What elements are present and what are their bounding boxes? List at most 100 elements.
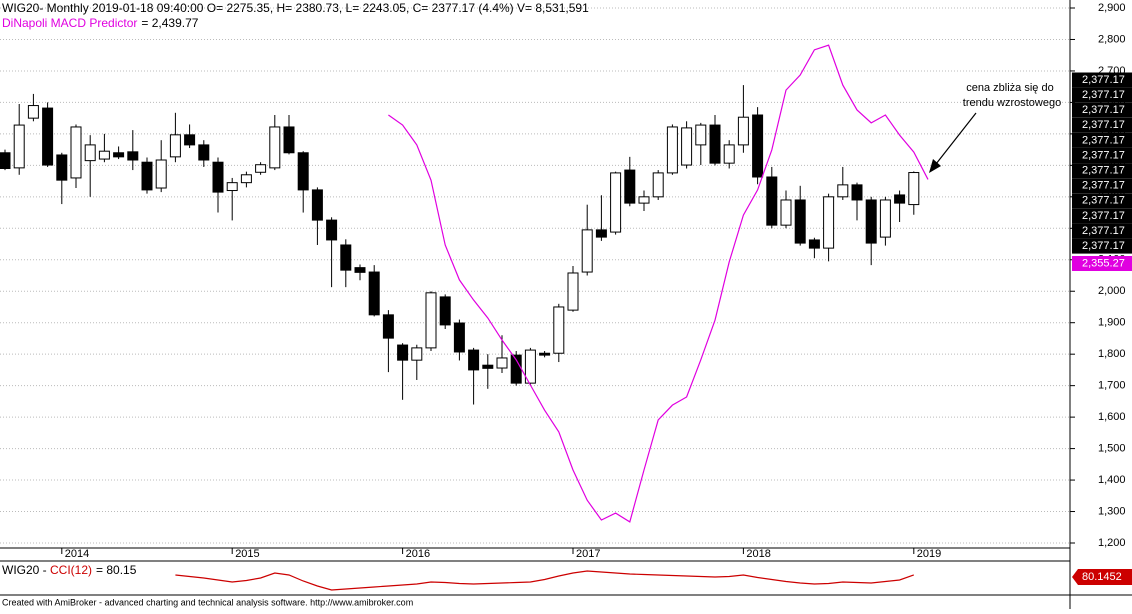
x-tick-label: 2014 xyxy=(65,548,89,560)
candle-body xyxy=(553,306,565,354)
price-label: 2,377.17 xyxy=(1082,210,1125,222)
candle-body xyxy=(581,229,593,273)
y-tick-label: 1,400 xyxy=(1098,474,1126,486)
candle-body xyxy=(113,152,125,158)
grid xyxy=(0,7,1075,544)
y-tick-label: 1,300 xyxy=(1098,505,1126,517)
candle-body xyxy=(382,314,394,339)
candle-body xyxy=(240,174,252,184)
candle-body xyxy=(894,194,906,204)
y-tick-label: 2,800 xyxy=(1098,33,1126,45)
candle-body xyxy=(709,124,721,164)
candle-body xyxy=(823,196,835,249)
candle-body xyxy=(638,196,650,204)
candle-body xyxy=(524,349,536,384)
candle-body xyxy=(453,322,465,353)
candle-body xyxy=(610,172,622,233)
candle-body xyxy=(354,267,366,273)
candle-body xyxy=(198,144,210,161)
price-label-box xyxy=(1072,163,1132,179)
candle-body xyxy=(539,352,551,356)
candle-body xyxy=(283,126,295,154)
candle-body xyxy=(837,184,849,198)
candle-body xyxy=(84,144,96,162)
price-label-box xyxy=(1072,238,1132,254)
candle-body xyxy=(652,172,664,198)
candle-body xyxy=(666,126,678,174)
candle-body xyxy=(752,114,764,178)
price-label: 2,377.17 xyxy=(1082,134,1125,146)
chart-title: WIG20- Monthly 2019-01-18 09:40:00 O= 22… xyxy=(2,1,589,15)
candle-body xyxy=(70,126,82,179)
price-label-box xyxy=(1072,87,1132,103)
candle-body xyxy=(212,161,224,193)
y-tick-label: 1,200 xyxy=(1098,537,1126,549)
cci-legend: WIG20 - CCI(12) = 80.15 xyxy=(2,563,137,577)
price-label-box xyxy=(1072,72,1132,88)
candle-body xyxy=(908,172,920,206)
price-label: 2,377.17 xyxy=(1082,180,1125,192)
predictor-label: 2,355.27 xyxy=(1082,257,1125,269)
candle-body xyxy=(468,349,480,371)
price-label: 2,377.17 xyxy=(1082,195,1125,207)
indicator-legend: DiNapoli MACD Predictor = 2,439.77 xyxy=(2,16,199,30)
candle-body xyxy=(184,134,196,146)
candle-body xyxy=(482,364,494,369)
price-label: 2,377.17 xyxy=(1082,119,1125,131)
price-label: 2,377.17 xyxy=(1082,74,1125,86)
x-tick-label: 2015 xyxy=(235,548,259,560)
candle-body xyxy=(737,116,749,146)
candle-body xyxy=(141,161,153,191)
marks xyxy=(0,44,929,591)
candle-body xyxy=(695,124,707,146)
x-tick-label: 2017 xyxy=(576,548,600,560)
footer: Created with AmiBroker - advanced charti… xyxy=(2,597,413,607)
price-label-box xyxy=(1072,223,1132,239)
cci-prefix: WIG20 - xyxy=(2,563,50,577)
candle-body xyxy=(624,169,636,204)
candle-body xyxy=(368,271,380,316)
cci-last-label: 80.1452 xyxy=(1082,571,1122,583)
candle-body xyxy=(851,184,863,201)
candle-body xyxy=(780,199,792,226)
candle-body xyxy=(297,152,309,191)
annotation: cena zbliża się do xyxy=(966,82,1053,94)
candle-body xyxy=(425,292,437,349)
price-label: 2,377.17 xyxy=(1082,165,1125,177)
price-label-box xyxy=(1072,148,1132,163)
candle-body xyxy=(808,239,820,249)
y-tick-label: 2,900 xyxy=(1098,2,1126,14)
candle-body xyxy=(681,127,693,166)
candle-body xyxy=(27,105,39,119)
candle-body xyxy=(269,126,281,169)
candle-body xyxy=(794,199,806,244)
cci-name: CCI(12) xyxy=(50,563,92,577)
y-tick-label: 1,900 xyxy=(1098,317,1126,329)
candle-body xyxy=(411,347,423,361)
candle-body xyxy=(723,144,735,164)
y-tick-label: 1,600 xyxy=(1098,411,1126,423)
x-tick-label: 2018 xyxy=(746,548,770,560)
y-tick-label: 2,000 xyxy=(1098,285,1126,297)
candle-body xyxy=(155,159,167,189)
candle-body xyxy=(865,199,877,244)
cci-label-box xyxy=(1072,569,1132,585)
candle-body xyxy=(879,199,891,238)
candle-body xyxy=(169,134,181,158)
candle-body xyxy=(766,176,778,226)
candle-body xyxy=(496,357,508,369)
x-tick-label: 2016 xyxy=(406,548,430,560)
legend-name: DiNapoli MACD Predictor xyxy=(2,16,137,30)
price-label-box xyxy=(1072,132,1132,148)
x-tick-label: 2019 xyxy=(917,548,941,560)
legend-value: = 2,439.77 xyxy=(141,16,198,30)
price-label-box xyxy=(1072,178,1132,194)
price-label-box xyxy=(1072,208,1132,224)
price-label: 2,377.17 xyxy=(1082,149,1125,161)
candle-body xyxy=(397,344,409,361)
candle-body xyxy=(56,154,68,181)
y-tick-label: 1,500 xyxy=(1098,442,1126,454)
candle-body xyxy=(311,189,323,221)
